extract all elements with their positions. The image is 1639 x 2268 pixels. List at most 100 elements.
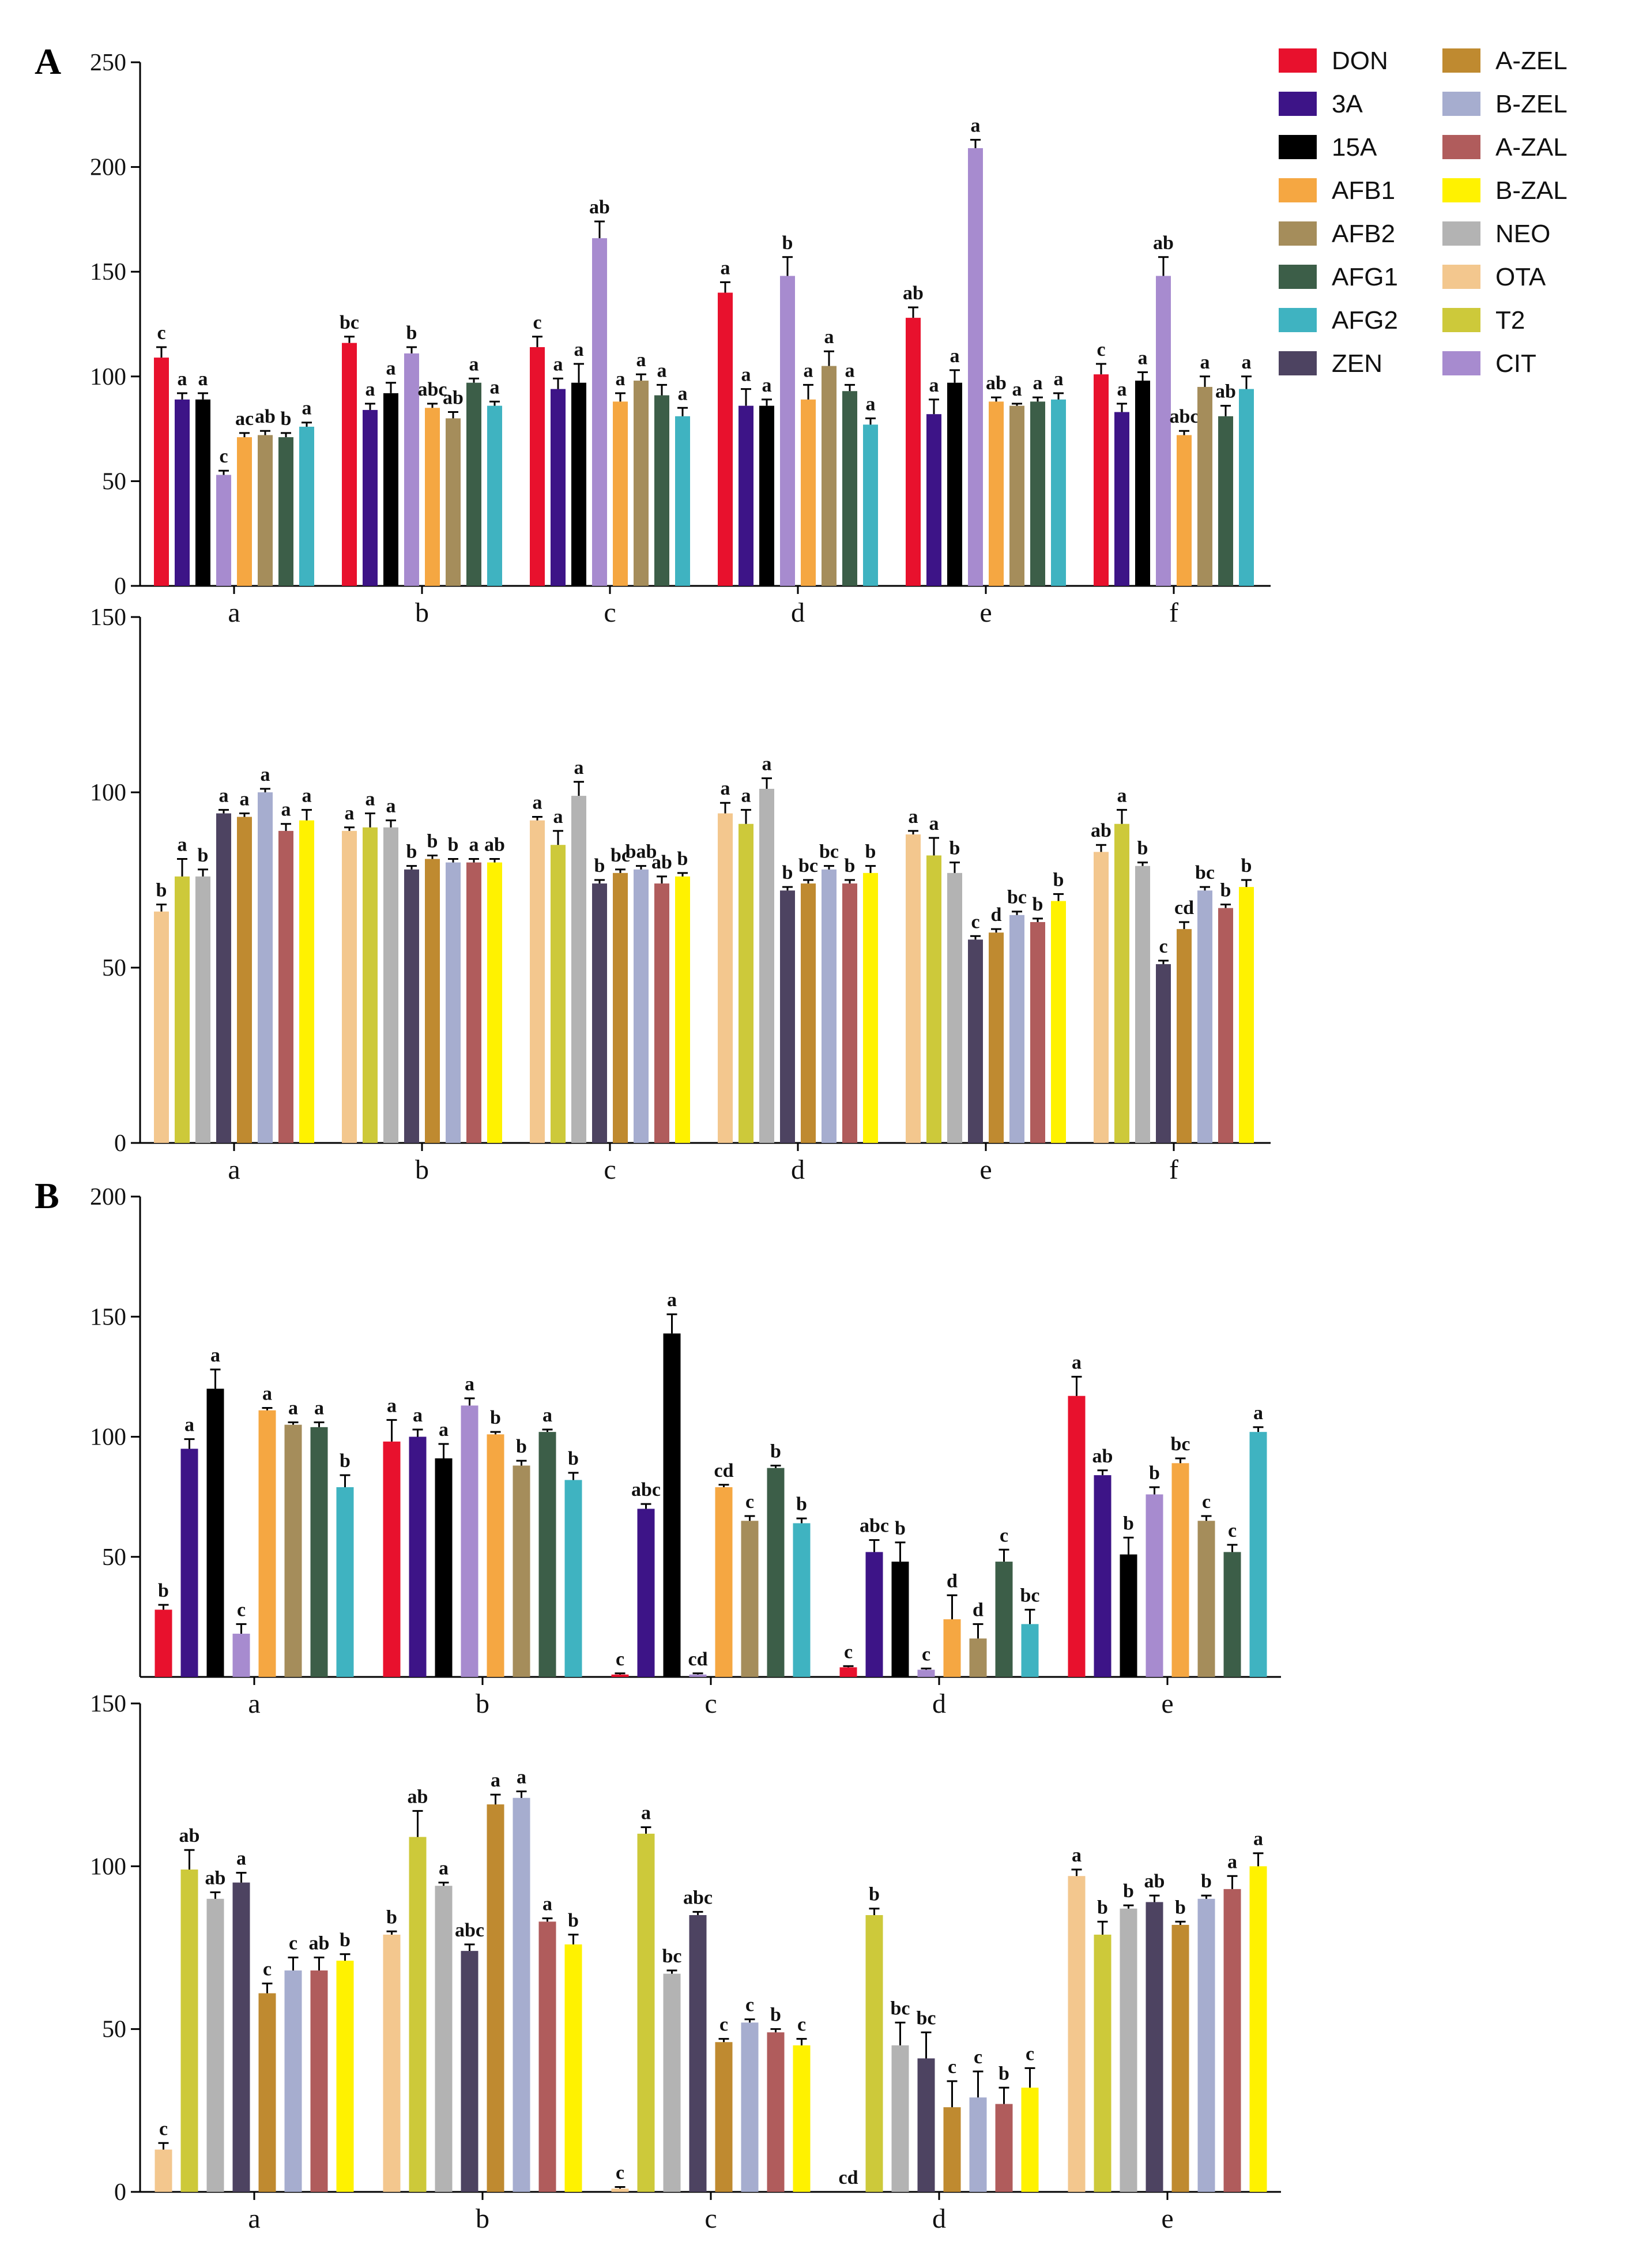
bar-don	[342, 343, 357, 586]
legend-label-t2: T2	[1495, 306, 1525, 334]
significance-label: a	[636, 349, 646, 371]
significance-label: a	[971, 115, 981, 136]
bar-zen	[216, 813, 231, 1143]
significance-label: ab	[309, 1932, 330, 1954]
bar-don	[839, 1667, 857, 1677]
significance-label: bc	[340, 312, 359, 333]
bar-afg1	[466, 382, 481, 586]
legend-label-afg1: AFG1	[1332, 263, 1398, 291]
significance-label: b	[198, 845, 209, 866]
bar-t2	[180, 1869, 198, 2192]
y-tick-label: 100	[90, 780, 126, 806]
x-tick-label: f	[1169, 597, 1178, 628]
y-tick-label: 150	[90, 1304, 126, 1330]
bar-b-zel	[634, 869, 649, 1143]
significance-label: d	[991, 904, 1002, 926]
y-tick-label: 250	[90, 50, 126, 76]
bar-afg2	[1239, 389, 1254, 586]
legend-label-neo: NEO	[1495, 220, 1550, 248]
legend-label-15a: 15A	[1332, 133, 1377, 161]
significance-label: bc	[1020, 1585, 1040, 1606]
significance-label: c	[533, 312, 541, 333]
bar-b-zal	[1021, 2088, 1039, 2192]
significance-label: a	[387, 1395, 397, 1416]
bar-a-zel	[487, 1804, 504, 2192]
significance-label: cd	[688, 1649, 708, 1670]
significance-label: ab	[589, 197, 610, 218]
bar-ota	[906, 834, 921, 1143]
bar-a-zel	[1171, 1924, 1189, 2192]
bar-afg2	[1021, 1624, 1039, 1677]
x-tick-label: d	[932, 1688, 946, 1719]
bar-3a	[175, 399, 190, 586]
legend-label-cit: CIT	[1495, 349, 1536, 378]
bar-t2	[637, 1833, 655, 2192]
significance-label: a	[1072, 1845, 1082, 1866]
significance-label: c	[974, 2047, 982, 2068]
bar-afg2	[675, 416, 690, 586]
significance-label: ab	[651, 852, 672, 873]
bar-a-zel	[715, 2042, 733, 2192]
significance-label: a	[366, 788, 375, 810]
significance-label: a	[553, 806, 563, 828]
bar-b-zel	[822, 869, 837, 1143]
bar-afb2	[1197, 1521, 1215, 1677]
significance-label: ab	[1215, 381, 1236, 403]
x-tick-label: c	[604, 1154, 616, 1185]
significance-label: bc	[891, 1998, 910, 2019]
bar-cit	[232, 1634, 250, 1677]
significance-label: abc	[683, 1887, 713, 1908]
bar-a-zal	[654, 883, 669, 1143]
significance-label: a	[240, 788, 250, 810]
significance-label: bc	[1171, 1434, 1190, 1455]
legend-swatch-zen	[1279, 351, 1317, 375]
significance-label: a	[804, 360, 813, 381]
bar-b-zel	[1009, 915, 1024, 1143]
significance-label: a	[533, 792, 542, 814]
x-tick-label: e	[979, 597, 992, 628]
significance-label: a	[542, 1405, 552, 1426]
significance-label: a	[386, 796, 396, 817]
significance-label: b	[770, 1440, 781, 1462]
significance-label: a	[667, 1289, 677, 1311]
bar-b-zal	[675, 876, 690, 1143]
bar-afg1	[1218, 416, 1233, 586]
y-tick-label: 0	[114, 1130, 126, 1157]
significance-label: a	[236, 1848, 246, 1870]
bar-b-zel	[258, 792, 273, 1143]
significance-label: ab	[179, 1825, 200, 1846]
significance-label: c	[745, 1995, 754, 2016]
significance-label: b	[999, 2063, 1009, 2084]
legend-swatch-b-zal	[1442, 178, 1480, 202]
significance-label: a	[762, 375, 772, 396]
bar-neo	[759, 788, 774, 1143]
significance-label: c	[719, 2014, 728, 2036]
bar-afg1	[538, 1432, 556, 1677]
bar-afb1	[258, 1410, 276, 1677]
significance-label: a	[1253, 1829, 1263, 1850]
bar-zen	[917, 2058, 935, 2192]
bar-b-zal	[299, 820, 314, 1143]
bar-b-zal	[564, 1944, 582, 2192]
significance-label: a	[262, 1383, 272, 1405]
bar-b-zel	[969, 2097, 987, 2192]
significance-label: abc	[418, 379, 447, 400]
bar-ota	[718, 813, 733, 1143]
bar-cit	[968, 148, 983, 586]
bar-a-zel	[801, 883, 816, 1143]
bar-zen	[461, 1951, 478, 2192]
bar-afb2	[1009, 405, 1024, 586]
significance-label: a	[469, 834, 479, 856]
significance-label: a	[210, 1345, 220, 1366]
bar-3a	[409, 1436, 427, 1677]
significance-label: a	[386, 358, 396, 379]
significance-label: a	[866, 393, 876, 415]
significance-label: abc	[631, 1479, 661, 1500]
significance-label: ac	[235, 408, 254, 430]
bar-cit	[216, 475, 231, 586]
bar-a-zel	[258, 1993, 276, 2192]
x-tick-label: b	[476, 2203, 489, 2234]
bar-a-zel	[237, 817, 252, 1143]
bar-don	[1094, 374, 1109, 586]
significance-label: a	[845, 360, 855, 381]
